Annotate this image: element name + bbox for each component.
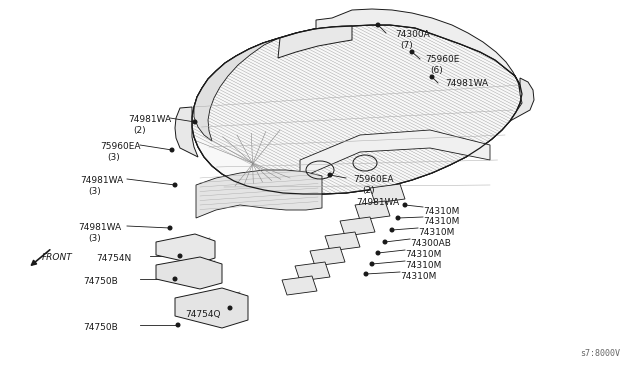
Text: (2): (2) [133, 126, 146, 135]
Polygon shape [316, 9, 520, 92]
Circle shape [193, 120, 197, 124]
Polygon shape [192, 25, 522, 194]
Text: 74750B: 74750B [83, 277, 118, 286]
Polygon shape [340, 217, 375, 236]
Text: 74750B: 74750B [83, 323, 118, 332]
Circle shape [376, 251, 380, 255]
Text: 74310M: 74310M [405, 261, 442, 270]
Circle shape [383, 240, 387, 244]
Text: (3): (3) [88, 234, 100, 243]
Polygon shape [510, 78, 534, 121]
Polygon shape [156, 257, 222, 289]
Text: 74310M: 74310M [418, 228, 454, 237]
Text: 74310M: 74310M [423, 217, 460, 226]
Text: 74981WA: 74981WA [78, 223, 121, 232]
Polygon shape [355, 201, 390, 220]
Circle shape [364, 272, 368, 276]
Circle shape [376, 23, 380, 27]
Text: 75960EA: 75960EA [353, 175, 394, 184]
Circle shape [396, 216, 400, 220]
Text: 74981WA: 74981WA [445, 79, 488, 88]
Polygon shape [300, 130, 490, 178]
Circle shape [370, 262, 374, 266]
Circle shape [176, 323, 180, 327]
Text: (3): (3) [88, 187, 100, 196]
Circle shape [403, 203, 407, 207]
Polygon shape [175, 288, 248, 328]
Circle shape [430, 75, 434, 79]
Text: FRONT: FRONT [42, 253, 73, 262]
Text: 74310M: 74310M [423, 207, 460, 216]
Polygon shape [295, 262, 330, 281]
Text: 74754Q: 74754Q [185, 310, 221, 319]
Circle shape [328, 173, 332, 177]
Circle shape [178, 254, 182, 258]
Polygon shape [310, 247, 345, 266]
Circle shape [390, 228, 394, 232]
Text: (6): (6) [430, 66, 443, 75]
Circle shape [173, 183, 177, 187]
Polygon shape [192, 25, 522, 194]
Polygon shape [156, 234, 215, 264]
Polygon shape [278, 26, 352, 58]
Circle shape [228, 306, 232, 310]
Text: 74981WA: 74981WA [356, 198, 399, 207]
Text: 74310M: 74310M [405, 250, 442, 259]
Text: 74310M: 74310M [400, 272, 436, 281]
Polygon shape [175, 107, 198, 157]
Text: 75960E: 75960E [425, 55, 460, 64]
Circle shape [168, 226, 172, 230]
Text: (2): (2) [362, 186, 374, 195]
Text: (3): (3) [107, 153, 120, 162]
Polygon shape [370, 184, 405, 203]
Polygon shape [196, 170, 322, 218]
Circle shape [410, 50, 414, 54]
Circle shape [173, 277, 177, 281]
Text: 74981WA: 74981WA [128, 115, 171, 124]
Text: s7:8000V: s7:8000V [580, 349, 620, 358]
Polygon shape [282, 276, 317, 295]
Text: 75960EA: 75960EA [100, 142, 141, 151]
Text: 74754N: 74754N [96, 254, 131, 263]
Polygon shape [325, 232, 360, 251]
Text: 74300A: 74300A [395, 30, 429, 39]
Circle shape [170, 148, 174, 152]
Text: (7): (7) [400, 41, 413, 50]
Text: 74981WA: 74981WA [80, 176, 123, 185]
Text: 74300AB: 74300AB [410, 239, 451, 248]
Polygon shape [194, 38, 279, 141]
